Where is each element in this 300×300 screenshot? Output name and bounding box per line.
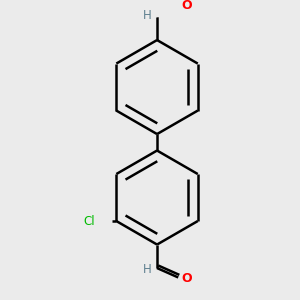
Text: H: H — [142, 9, 151, 22]
Text: O: O — [182, 0, 192, 13]
Text: Cl: Cl — [84, 214, 95, 227]
Text: O: O — [182, 272, 192, 285]
Text: H: H — [142, 263, 151, 276]
